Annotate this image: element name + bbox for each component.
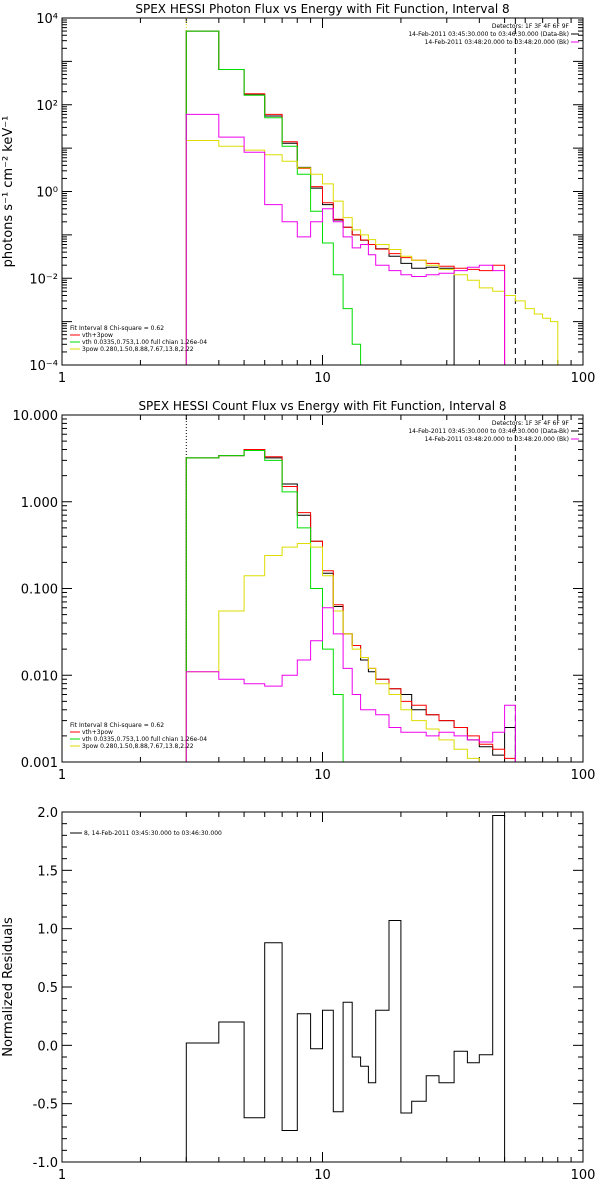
y-tick-label: 1.000 [21, 496, 58, 511]
x-tick-label: 100 [571, 768, 596, 783]
series-vth [185, 450, 344, 762]
y-tick-label: 10⁻² [29, 272, 58, 287]
legend-entry: Detectors: 1F 3F 4F 6F 9F [492, 23, 570, 30]
legend-entry: Fit Interval 8 Chi-square = 0.62 [70, 325, 164, 332]
x-tick-label: 100 [571, 371, 596, 386]
legend-entry: Fit Interval 8 Chi-square = 0.62 [70, 722, 164, 729]
x-tick-label: 1 [58, 1168, 66, 1183]
y-tick-label: 10² [36, 99, 58, 114]
y-tick-label: 10⁰ [36, 186, 58, 201]
y-axis-label: Normalized Residuals [1, 917, 16, 1057]
y-tick-label: 0.0 [37, 1039, 58, 1054]
series-background [185, 113, 506, 365]
legend-entry: 14-Feb-2011 03:45:30.000 to 03:46:30.000… [408, 31, 569, 38]
legend-entry: 14-Feb-2011 03:48:20.000 to 03:48:20.000… [425, 436, 569, 443]
legend-entry: vth 0.0335,0.753,1.00 full chian 1.26e-0… [82, 736, 207, 743]
y-tick-label: 0.5 [37, 981, 58, 996]
y-tick-label: 0.100 [21, 583, 58, 598]
x-tick-label: 100 [571, 1168, 596, 1183]
series-3pow [185, 543, 494, 762]
y-tick-label: 0.010 [21, 669, 58, 684]
series-residuals [185, 815, 506, 1162]
legend-entry: 3pow 0.280,1.50,8.88,7.67,13.8,2.22 [82, 743, 194, 750]
x-tick-label: 10 [314, 371, 331, 386]
x-tick-label: 1 [58, 371, 66, 386]
chart-title: SPEX HESSI Photon Flux vs Energy with Fi… [135, 2, 509, 16]
x-tick-label: 10 [314, 1168, 331, 1183]
legend-entry: Detectors: 1F 3F 4F 6F 9F [492, 420, 570, 427]
plot-frame [61, 17, 584, 366]
series-data [185, 449, 516, 762]
y-tick-label: 10⁻⁴ [29, 359, 58, 374]
legend-entry: 8, 14-Feb-2011 03:45:30.000 to 03:46:30.… [84, 830, 222, 837]
y-tick-label: 2.0 [37, 806, 58, 821]
series-vth-3pow [185, 30, 506, 365]
legend-entry: 3pow 0.280,1.50,8.88,7.67,13.8,2.22 [82, 346, 194, 353]
y-tick-label: 1.5 [37, 864, 58, 879]
y-tick-label: 10⁴ [36, 12, 58, 27]
x-tick-label: 1 [58, 768, 66, 783]
y-tick-label: -1.0 [33, 1156, 58, 1171]
y-tick-label: 10.000 [13, 409, 59, 424]
y-axis-label: photons s⁻¹ cm⁻² keV⁻¹ [1, 116, 16, 268]
legend-entry: vth 0.0335,0.753,1.00 full chian 1.26e-0… [82, 339, 207, 346]
series-vth-3pow [185, 449, 516, 762]
legend-entry: 14-Feb-2011 03:45:30.000 to 03:46:30.000… [408, 428, 569, 435]
series-vth [185, 30, 362, 365]
legend-entry: vth+3pow [82, 729, 113, 736]
x-tick-label: 10 [314, 768, 331, 783]
series-data [185, 30, 455, 365]
legend-entry: vth+3pow [82, 332, 113, 339]
series-3pow [185, 140, 559, 365]
y-tick-label: 0.001 [21, 756, 58, 771]
y-tick-label: 1.0 [37, 923, 58, 938]
plot-frame [61, 811, 584, 1163]
plot-frame [61, 414, 584, 763]
series-background [185, 607, 516, 762]
legend-entry: 14-Feb-2011 03:48:20.000 to 03:48:20.000… [425, 39, 569, 46]
chart-title: SPEX HESSI Count Flux vs Energy with Fit… [138, 399, 506, 413]
y-tick-label: -0.5 [33, 1098, 58, 1113]
